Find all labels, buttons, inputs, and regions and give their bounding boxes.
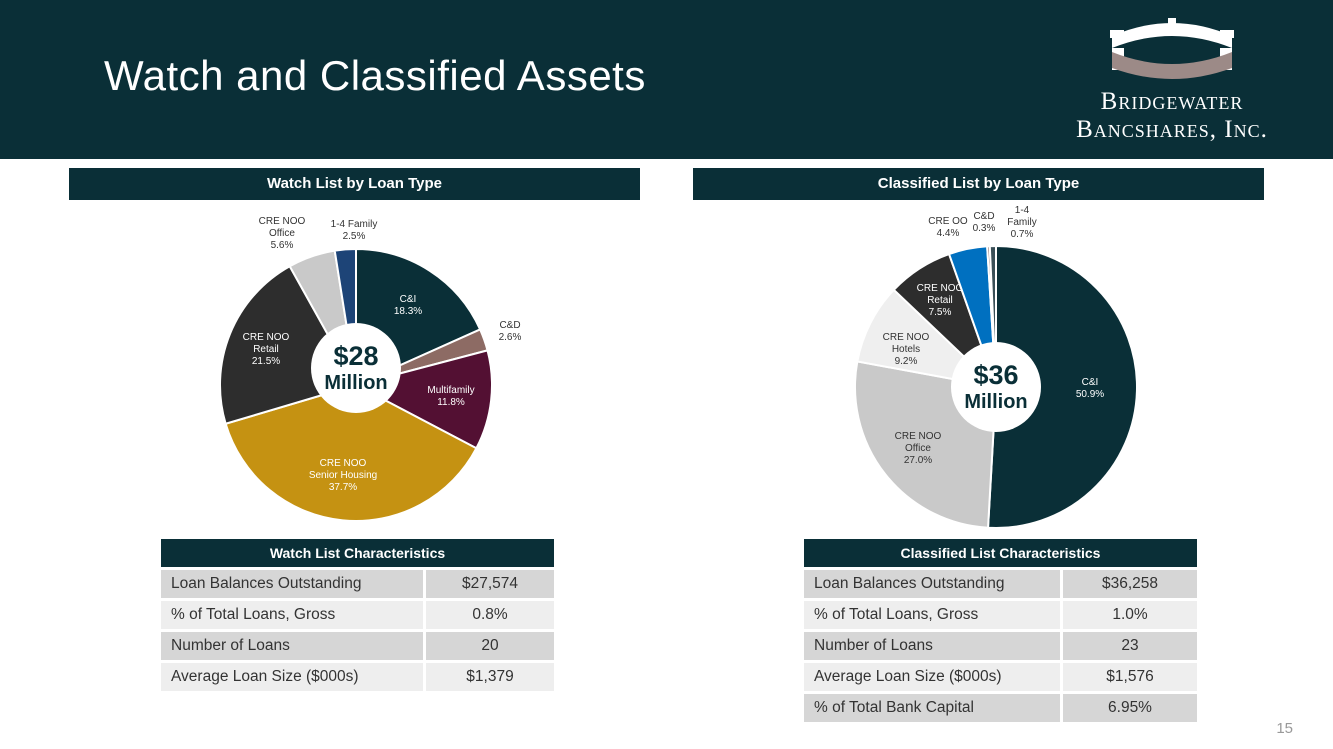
slice-label: C&D 0.3% [973,211,996,234]
row-label: Number of Loans [161,629,425,662]
classified-center-total: $36 Million [951,342,1041,432]
row-value: $36,258 [1060,567,1197,600]
table-row: Loan Balances Outstanding $27,574 [161,567,554,600]
watch-characteristics-table: Watch List Characteristics Loan Balances… [161,539,554,691]
table-row: Number of Loans 23 [804,629,1197,662]
slice-label: CRE NOO Retail 7.5% [917,283,964,318]
watch-center-amount: $28 [333,341,379,371]
row-value: $27,574 [423,567,554,600]
table-row: Number of Loans 20 [161,629,554,662]
classified-chart-title: Classified List by Loan Type [693,168,1264,200]
table-row: % of Total Loans, Gross 0.8% [161,598,554,631]
classified-center-unit: Million [964,391,1028,413]
row-value: $1,576 [1060,660,1197,693]
table-row: % of Total Loans, Gross 1.0% [804,598,1197,631]
row-label: % of Total Bank Capital [804,691,1062,722]
logo-line-1: Bridgewater [1100,88,1244,115]
classified-characteristics-table: Classified List Characteristics Loan Bal… [804,539,1197,722]
row-label: Loan Balances Outstanding [804,567,1062,600]
row-label: % of Total Loans, Gross [161,598,425,631]
pie-slice [986,244,1138,529]
row-value: 6.95% [1060,691,1197,722]
row-label: Average Loan Size ($000s) [161,660,425,691]
slice-label: CRE NOO Office 5.6% [259,216,306,251]
logo-line-2: Bancshares, Inc. [1076,116,1268,143]
classified-table-title: Classified List Characteristics [804,539,1197,569]
row-label: Average Loan Size ($000s) [804,660,1062,693]
row-label: Loan Balances Outstanding [161,567,425,600]
table-row: Average Loan Size ($000s) $1,379 [161,660,554,691]
slice-label: CRE NOO Senior Housing 37.7% [309,458,377,493]
row-value: 0.8% [423,598,554,631]
watch-table-title: Watch List Characteristics [161,539,554,569]
classified-center-amount: $36 [973,360,1019,390]
table-row: % of Total Bank Capital 6.95% [804,691,1197,722]
slice-label: Multifamily 11.8% [427,385,474,408]
header-banner: Watch and Classified Assets Bridgewater … [0,0,1333,159]
pie-slice [353,349,493,450]
slice-label: CRE NOO Hotels 9.2% [883,332,930,367]
watch-list-pie: C&I 18.3% C&D 2.6% Multifamily 11.8% CRE NOO Se… [219,216,522,522]
row-value: $1,379 [423,660,554,691]
bridge-logo-icon [1110,18,1234,79]
watch-center-total: $28 Million [311,323,401,413]
slice-label: CRE NOO Office 27.0% [895,431,942,466]
slice-label: CRE OO 4.4% [928,216,968,239]
row-label: Number of Loans [804,629,1062,662]
table-row: Loan Balances Outstanding $36,258 [804,567,1197,600]
row-value: 1.0% [1060,598,1197,631]
pie-slice [224,383,478,522]
row-value: 20 [423,629,554,662]
slice-label: C&I 50.9% [1076,377,1104,400]
slice-label: C&I 18.3% [394,294,422,317]
page-number: 15 [1276,720,1293,737]
watch-chart-title: Watch List by Loan Type [69,168,640,200]
page-title: Watch and Classified Assets [104,52,646,99]
slice-label: 1-4 Family 0.7% [1007,205,1036,240]
slice-label: 1-4 Family 2.5% [331,219,378,242]
slice-label: CRE NOO Retail 21.5% [243,332,290,367]
watch-center-unit: Million [324,372,388,394]
slice-label: C&D 2.6% [499,320,522,343]
table-row: Average Loan Size ($000s) $1,576 [804,660,1197,693]
row-label: % of Total Loans, Gross [804,598,1062,631]
row-value: 23 [1060,629,1197,662]
company-logo-text: Bridgewater Bancshares, Inc. [1052,88,1292,144]
